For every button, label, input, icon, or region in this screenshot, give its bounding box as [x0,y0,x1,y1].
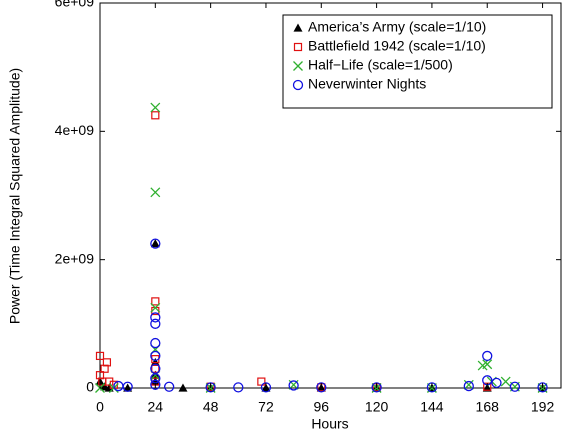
y-axis-title: Power (Time Integral Squared Amplitude) [7,68,23,324]
marker-square [95,351,105,361]
marker-circle [205,382,216,393]
x-tick-label: 96 [313,399,329,415]
marker-circle [491,377,502,389]
marker-circle [150,379,161,390]
marker-triangle [150,377,160,386]
legend-label: Neverwinter Nights [308,76,426,92]
marker-circle [482,350,493,362]
y-tick-label: 0 [86,379,94,395]
marker-circle [260,382,272,393]
marker-circle [150,318,161,329]
marker-triangle [123,383,133,392]
x-tick-label: 192 [531,399,555,415]
data-points [95,102,548,393]
marker-circle [150,238,161,249]
marker-x [150,102,161,113]
legend-label: Battlefield 1942 (scale=1/10) [308,38,486,54]
marker-x [293,61,303,71]
x-tick-label: 24 [148,399,164,415]
marker-circle [233,382,244,393]
legend-label: Half−Life (scale=1/500) [308,57,453,73]
marker-circle [163,381,175,392]
marker-x [482,359,493,370]
marker-circle [463,380,474,392]
marker-square [102,358,112,367]
x-tick-label: 72 [258,399,274,415]
marker-triangle [150,239,160,248]
marker-circle [292,79,304,91]
marker-circle [288,380,299,391]
y-tick-label: 4e+09 [55,122,95,138]
marker-circle [150,312,161,323]
marker-x [463,379,474,390]
marker-circle [426,382,438,393]
marker-circle [150,373,161,384]
marker-triangle [150,357,160,366]
marker-circle [371,382,382,393]
marker-square [293,42,303,52]
legend-box [282,14,553,109]
marker-circle [150,350,161,362]
x-tick-label: 120 [365,399,389,415]
marker-triangle [178,383,188,392]
plot-frame [99,2,562,389]
x-tick-label: 0 [96,399,104,415]
marker-square [151,111,160,120]
legend-label: America’s Army (scale=1/10) [308,19,486,35]
marker-square [151,364,160,373]
marker-x [150,187,161,198]
x-tick-label: 168 [476,399,500,415]
marker-circle [316,382,327,393]
marker-x [150,302,161,313]
marker-triangle [293,23,303,32]
y-tick-label: 6e+09 [55,0,95,10]
x-tick-label: 48 [203,399,219,415]
marker-circle [537,382,548,393]
marker-x [500,376,511,387]
marker-square [151,297,160,306]
marker-triangle [95,377,105,386]
marker-circle [122,381,133,392]
marker-circle [509,381,521,392]
x-axis-title: Hours [311,416,348,432]
y-tick-label: 2e+09 [55,250,95,266]
marker-circle [150,337,161,349]
x-tick-label: 144 [420,399,444,415]
